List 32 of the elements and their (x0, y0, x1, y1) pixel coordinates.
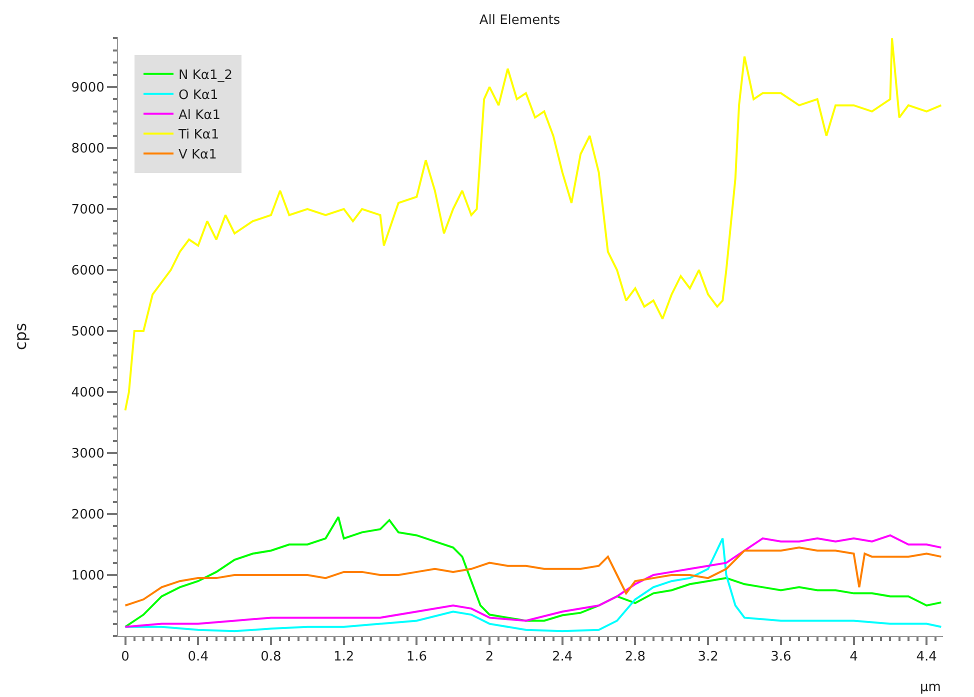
legend-label: N Kα1_2 (178, 68, 232, 83)
x-tick-label: 2.4 (552, 650, 573, 665)
x-tick-label: 1.2 (333, 650, 354, 665)
y-tick-label: 8000 (71, 142, 104, 157)
x-tick-label: 0.4 (188, 650, 208, 665)
y-tick-label: 7000 (71, 202, 104, 218)
x-tick-label: 1.6 (406, 650, 428, 665)
y-tick-label: 5000 (71, 324, 104, 340)
chart-title: All Elements (479, 13, 560, 28)
x-axis-title: µm (920, 680, 941, 695)
line-series (124, 37, 942, 412)
x-tick-label: 2 (485, 650, 494, 665)
line-series (124, 546, 942, 606)
x-tick-label: 4.4 (916, 650, 937, 665)
legend-label: Al Kα1 (178, 108, 221, 123)
y-axis-title: cps (11, 322, 30, 350)
x-tick-label: 2.8 (624, 650, 646, 665)
y-tick-label: 3000 (71, 446, 104, 462)
legend-label: O Kα1 (178, 88, 218, 103)
legend-label: V Kα1 (178, 148, 217, 163)
line-series (124, 516, 942, 628)
legend-label: Ti Kα1 (178, 128, 220, 143)
x-tick-label: 0 (121, 650, 130, 665)
x-tick-label: 3.2 (698, 650, 718, 665)
y-tick-label: 2000 (71, 508, 104, 523)
x-tick-label: 4 (850, 650, 858, 665)
y-tick-label: 9000 (71, 80, 104, 96)
y-tick-label: 6000 (71, 264, 104, 279)
x-tick-label: 3.6 (770, 650, 792, 665)
x-tick-label: 0.8 (260, 650, 282, 665)
y-tick-label: 4000 (71, 386, 104, 401)
y-tick-label: 1000 (71, 568, 104, 584)
